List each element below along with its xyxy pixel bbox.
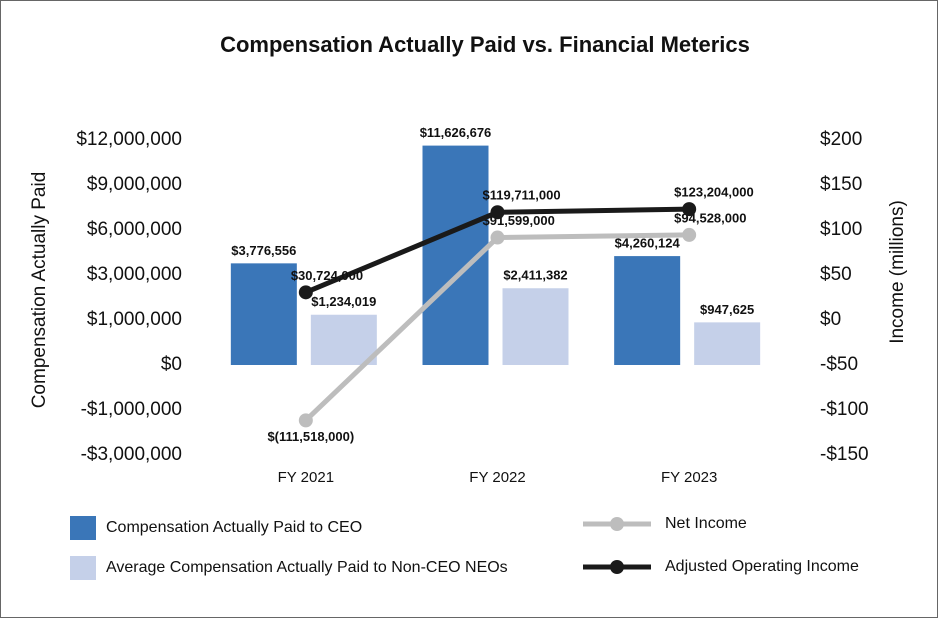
bar xyxy=(310,314,377,365)
legend-label: Compensation Actually Paid to CEO xyxy=(106,519,362,536)
legend-swatch xyxy=(70,556,96,580)
chart-title: Compensation Actually Paid vs. Financial… xyxy=(220,32,750,57)
legend-marker xyxy=(610,517,624,531)
bar xyxy=(230,263,297,365)
bar xyxy=(694,322,761,365)
bar-value-label: $1,234,019 xyxy=(311,294,376,309)
line-marker xyxy=(298,413,313,428)
legend-marker xyxy=(610,560,624,574)
y-tick-label: -$1,000,000 xyxy=(81,399,182,420)
y-tick-label: $0 xyxy=(161,354,182,375)
y-axis-title: Compensation Actually Paid xyxy=(29,172,50,409)
line-value-label: $123,204,000 xyxy=(674,185,754,200)
bar-value-label: $947,625 xyxy=(700,302,754,317)
bar-value-label: $11,626,676 xyxy=(420,125,492,140)
legend-label: Net Income xyxy=(665,515,747,532)
bar-value-label: $4,260,124 xyxy=(615,236,681,251)
line-marker xyxy=(682,227,697,242)
legend-label: Average Compensation Actually Paid to No… xyxy=(106,559,508,576)
line-marker xyxy=(490,205,505,220)
y2-tick-label: -$100 xyxy=(820,399,869,420)
y-tick-label: $6,000,000 xyxy=(87,219,182,240)
y2-tick-label: $0 xyxy=(820,309,841,330)
bar xyxy=(614,256,681,365)
y-tick-label: $9,000,000 xyxy=(87,174,182,195)
y-tick-label: $3,000,000 xyxy=(87,264,182,285)
y2-tick-label: $150 xyxy=(820,174,862,195)
y-tick-label: $12,000,000 xyxy=(76,129,182,150)
line-marker xyxy=(298,285,313,300)
bar-value-label: $2,411,382 xyxy=(503,268,567,283)
y2-tick-label: $100 xyxy=(820,219,862,240)
y2-tick-label: -$150 xyxy=(820,444,869,465)
line-value-label: $30,724,000 xyxy=(291,268,363,283)
line-value-label: $119,711,000 xyxy=(483,188,561,203)
legend-swatch xyxy=(70,516,96,540)
bar-value-label: $3,776,556 xyxy=(231,243,296,258)
x-tick-label: FY 2022 xyxy=(469,469,525,486)
y-tick-label: $1,000,000 xyxy=(87,309,182,330)
line-marker xyxy=(490,230,505,245)
bar xyxy=(502,288,569,365)
x-tick-label: FY 2023 xyxy=(661,469,717,486)
y2-tick-label: $50 xyxy=(820,264,852,285)
y2-axis-title: Income (millions) xyxy=(887,200,908,344)
line-value-label: $(111,518,000) xyxy=(267,429,354,444)
y2-tick-label: -$50 xyxy=(820,354,858,375)
y-tick-label: -$3,000,000 xyxy=(81,444,182,465)
x-tick-label: FY 2021 xyxy=(278,469,334,486)
legend-label: Adjusted Operating Income xyxy=(665,558,859,575)
line-marker xyxy=(682,202,697,217)
y2-tick-label: $200 xyxy=(820,129,862,150)
